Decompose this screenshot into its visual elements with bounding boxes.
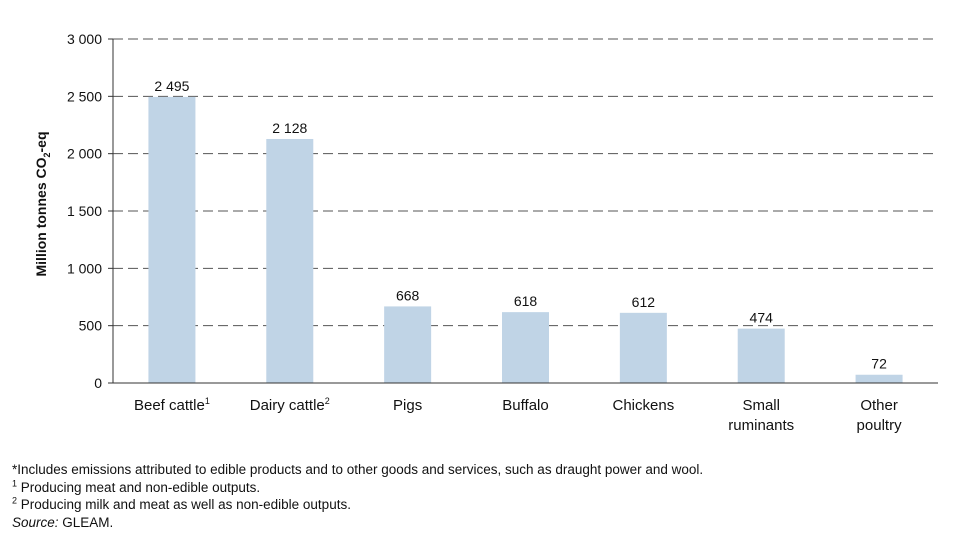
- bar-value-label: 668: [396, 287, 420, 303]
- footnote-2-text: Producing milk and meat as well as non-e…: [17, 497, 351, 512]
- labels: 0 500 1 000 1 500 2 000 2 500 3 000 2 495 Beef c…: [67, 31, 902, 434]
- x-category-label: Dairy cattle2: [250, 396, 330, 414]
- footnote-1: 1 Producing meat and non-edible outputs.: [12, 479, 703, 497]
- source-text: GLEAM.: [58, 514, 114, 530]
- bar: [737, 328, 785, 383]
- y-axis-title: Million tonnes CO2-eq: [33, 131, 52, 276]
- y-tick-label: 1 000: [67, 260, 102, 276]
- x-category-label: Other: [860, 397, 898, 414]
- footnote-1-mark: 1: [12, 478, 18, 488]
- y-tick-label: 500: [79, 318, 103, 334]
- gridlines: [113, 38, 938, 327]
- chart-notes: *Includes emissions attributed to edible…: [12, 461, 703, 531]
- bar-value-label: 2 128: [272, 120, 307, 136]
- asterisk-note: *Includes emissions attributed to edible…: [12, 462, 704, 477]
- source-line: Source: GLEAM.: [12, 514, 703, 532]
- axes: [108, 38, 938, 384]
- source-label: Source:: [12, 514, 59, 530]
- y-tick-label: 2 500: [67, 88, 102, 104]
- bar-value-label: 618: [514, 293, 538, 309]
- bars: [148, 96, 903, 383]
- bar-value-label: 72: [871, 356, 887, 372]
- bar-chart: 0 500 1 000 1 500 2 000 2 500 3 000 2 495 Beef c…: [33, 31, 938, 434]
- x-category-label: Beef cattle1: [134, 396, 210, 414]
- bar: [266, 138, 314, 383]
- y-tick-label: 2 000: [67, 146, 102, 162]
- y-tick-label: 0: [94, 375, 102, 391]
- bar: [855, 374, 903, 383]
- y-tick-label: 3 000: [67, 31, 102, 47]
- x-category-label: Pigs: [393, 397, 422, 414]
- x-category-label: Chickens: [613, 397, 675, 414]
- x-category-label: ruminants: [728, 417, 794, 434]
- y-tick-label: 1 500: [67, 203, 102, 219]
- bar: [148, 96, 196, 383]
- x-category-label: Buffalo: [502, 397, 548, 414]
- bar: [384, 306, 432, 383]
- bar-value-label: 2 495: [154, 78, 189, 94]
- x-category-label: poultry: [857, 417, 903, 434]
- footnote-2-mark: 2: [12, 495, 18, 506]
- bar: [502, 312, 549, 383]
- footnote-2: 2 Producing milk and meat as well as non…: [12, 496, 703, 514]
- bar: [619, 312, 667, 383]
- footnote-1-text: Producing meat and non-edible outputs.: [17, 479, 261, 495]
- footnote-marker: 2: [325, 396, 330, 406]
- x-category-label: Small: [742, 397, 780, 414]
- bar-value-label: 474: [750, 310, 774, 326]
- footnote-marker: 1: [205, 396, 210, 406]
- bar-value-label: 612: [632, 294, 656, 310]
